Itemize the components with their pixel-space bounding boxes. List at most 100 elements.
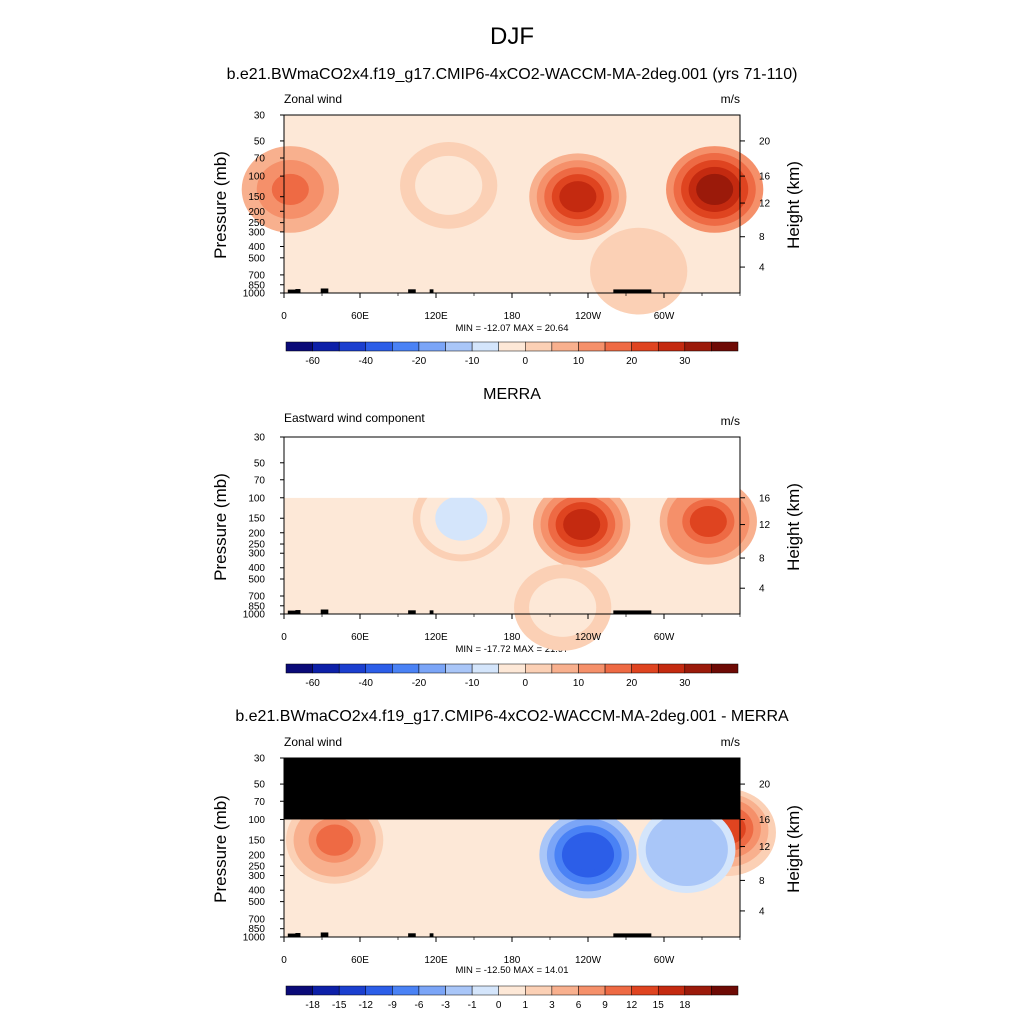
lon-tick-label: 120E <box>424 955 448 966</box>
topography <box>320 609 329 614</box>
pressure-tick-label: 200 <box>248 850 265 861</box>
pressure-tick-label: 250 <box>248 862 265 873</box>
colorbar-label: 15 <box>653 1000 665 1011</box>
colorbar-swatch <box>604 985 632 996</box>
height-tick-label: 20 <box>759 136 771 147</box>
lon-tick-label: 60W <box>654 955 675 966</box>
min-max-label: MIN = -17.72 MAX = 21.97 <box>455 644 568 655</box>
topography <box>429 933 434 937</box>
colorbar-label: 30 <box>679 678 691 689</box>
min-max-label: MIN = -12.50 MAX = 14.01 <box>455 965 568 976</box>
panel-merra: MERRA Eastward wind component m/s Pressu… <box>211 386 803 689</box>
pressure-tick-label: 100 <box>248 172 265 183</box>
height-tick-label: 12 <box>759 199 771 210</box>
y2-axis-label: Height (km) <box>784 483 803 571</box>
lon-tick-label: 60E <box>351 311 369 322</box>
colorbar-label: 20 <box>626 678 638 689</box>
pressure-tick-label: 30 <box>254 111 266 122</box>
colorbar-label: 0 <box>523 356 529 367</box>
colorbar-swatch <box>551 985 579 996</box>
colorbar-label: 12 <box>626 1000 638 1011</box>
height-tick-label: 16 <box>759 493 771 504</box>
contour-region <box>316 824 354 856</box>
pressure-tick-label: 50 <box>254 136 266 147</box>
lon-tick-label: 120W <box>575 632 602 643</box>
pressure-tick-label: 850 <box>248 601 265 612</box>
colorbar-swatch <box>711 985 739 996</box>
pressure-tick-label: 850 <box>248 280 265 291</box>
colorbar-swatch <box>711 341 739 352</box>
colorbar-swatch <box>338 663 367 674</box>
colorbar-label: -20 <box>412 678 427 689</box>
pressure-tick-label: 70 <box>254 797 266 808</box>
pressure-tick-label: 500 <box>248 575 265 586</box>
topography <box>429 289 434 293</box>
panel-units: m/s <box>721 414 740 428</box>
pressure-tick-label: 850 <box>248 924 265 935</box>
lon-tick-label: 60E <box>351 955 369 966</box>
colorbar-label: -18 <box>305 1000 320 1011</box>
panel-units: m/s <box>721 92 740 106</box>
missing-data-mask <box>284 437 740 498</box>
pressure-tick-label: 1000 <box>243 933 266 944</box>
lon-tick-label: 120W <box>575 311 602 322</box>
colorbar-swatch <box>551 663 579 674</box>
pressure-tick-label: 700 <box>248 591 265 602</box>
colorbar-swatch <box>631 663 659 674</box>
colorbar-label: 10 <box>573 356 585 367</box>
colorbar-swatch <box>684 985 712 996</box>
colorbar-label: -6 <box>414 1000 423 1011</box>
pressure-tick-label: 400 <box>248 886 265 897</box>
height-tick-label: 8 <box>759 232 765 243</box>
min-max-label: MIN = -12.07 MAX = 20.64 <box>455 323 568 334</box>
height-tick-label: 8 <box>759 876 765 887</box>
pressure-tick-label: 1000 <box>243 610 266 621</box>
colorbar-swatch <box>498 663 526 674</box>
pressure-tick-label: 200 <box>248 207 265 218</box>
topography <box>287 289 300 293</box>
colorbar-swatch <box>312 341 340 352</box>
colorbar-swatch <box>445 663 473 674</box>
topography <box>287 933 300 937</box>
colorbar-swatch <box>631 341 659 352</box>
pressure-tick-label: 500 <box>248 897 265 908</box>
panel-left-label: Zonal wind <box>284 735 342 749</box>
pressure-tick-label: 30 <box>254 433 266 444</box>
colorbar-swatch <box>657 663 686 674</box>
y-axis-label: Pressure (mb) <box>211 151 230 259</box>
topography <box>408 933 416 937</box>
colorbar-swatch <box>365 985 393 996</box>
colorbar-label: -40 <box>359 678 374 689</box>
lon-tick-label: 180 <box>504 311 521 322</box>
topography <box>429 610 434 614</box>
contour-region <box>569 839 607 871</box>
pressure-tick-label: 30 <box>254 754 266 765</box>
topography <box>320 932 329 937</box>
pressure-tick-label: 200 <box>248 528 265 539</box>
colorbar-label: -12 <box>359 1000 374 1011</box>
colorbar-swatch <box>471 985 499 996</box>
colorbar-swatch <box>578 985 606 996</box>
panel-title: MERRA <box>483 386 541 403</box>
colorbar-label: -60 <box>305 356 320 367</box>
colorbar-swatch <box>365 341 393 352</box>
contour-region <box>544 592 582 624</box>
colorbar-swatch <box>525 341 553 352</box>
pressure-tick-label: 250 <box>248 218 265 229</box>
colorbar-swatch <box>392 985 420 996</box>
y-axis-label: Pressure (mb) <box>211 795 230 903</box>
height-tick-label: 16 <box>759 172 771 183</box>
pressure-tick-label: 50 <box>254 780 266 791</box>
height-tick-label: 4 <box>759 906 765 917</box>
pressure-tick-label: 400 <box>248 242 265 253</box>
colorbar-swatch <box>445 985 473 996</box>
topography <box>295 933 301 937</box>
topography <box>613 289 652 293</box>
panel-title: b.e21.BWmaCO2x4.f19_g17.CMIP6-4xCO2-WACC… <box>235 708 789 725</box>
colorbar-swatch <box>285 341 313 352</box>
colorbar-swatch <box>285 985 313 996</box>
panel-model: b.e21.BWmaCO2x4.f19_g17.CMIP6-4xCO2-WACC… <box>211 66 803 367</box>
missing-data-mask <box>284 758 740 820</box>
colorbar-label: -15 <box>332 1000 347 1011</box>
